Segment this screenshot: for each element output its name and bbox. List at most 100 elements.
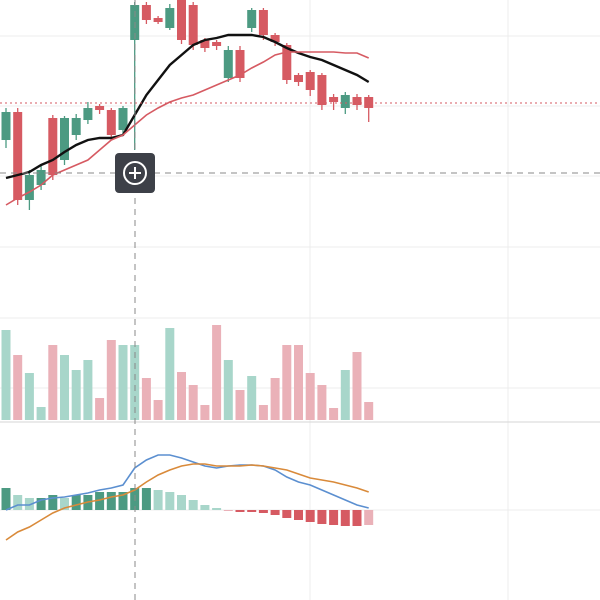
volume-bar bbox=[24, 373, 34, 420]
volume-bar bbox=[165, 328, 175, 420]
macd-bar bbox=[60, 498, 69, 510]
macd-bar bbox=[294, 510, 303, 520]
candle-body bbox=[235, 50, 245, 78]
volume-bar bbox=[60, 355, 69, 420]
volume-bar bbox=[235, 390, 245, 420]
volume-bar bbox=[258, 405, 268, 420]
candle-body bbox=[1, 112, 11, 140]
macd-bar bbox=[258, 510, 268, 513]
candle-body bbox=[36, 170, 46, 185]
candle-body bbox=[317, 75, 327, 105]
volume-bar bbox=[95, 398, 105, 420]
volume-bar bbox=[177, 372, 186, 420]
candle-body bbox=[270, 35, 280, 42]
candle-body bbox=[364, 97, 374, 108]
volume-bar bbox=[141, 378, 151, 420]
volume-bar bbox=[340, 370, 350, 420]
candle-body bbox=[305, 72, 315, 90]
volume-bar bbox=[364, 402, 374, 420]
candle-body bbox=[258, 10, 268, 35]
volume-bar bbox=[130, 345, 140, 420]
macd-bar bbox=[270, 510, 280, 515]
candle-body bbox=[282, 45, 292, 80]
macd-bar bbox=[141, 488, 151, 510]
crosshair-button[interactable] bbox=[115, 153, 155, 193]
macd-bar bbox=[200, 505, 210, 510]
macd-bar bbox=[235, 510, 245, 512]
candle-body bbox=[223, 50, 233, 78]
volume-bar bbox=[13, 355, 23, 420]
volume-bar bbox=[188, 385, 198, 420]
macd-bar bbox=[364, 510, 374, 525]
macd-bar bbox=[329, 510, 339, 525]
macd-bar bbox=[118, 492, 128, 510]
volume-bar bbox=[294, 345, 303, 420]
macd-bar bbox=[165, 492, 175, 510]
candle-body bbox=[118, 108, 128, 130]
candle-body bbox=[294, 75, 303, 82]
volume-bar bbox=[48, 345, 58, 420]
candle-body bbox=[48, 118, 58, 175]
macd-bar bbox=[247, 510, 257, 512]
candle-body bbox=[153, 18, 163, 22]
volume-bar bbox=[305, 373, 315, 420]
macd-bar bbox=[188, 500, 198, 510]
macd-bar bbox=[153, 490, 163, 510]
macd-bar bbox=[106, 492, 116, 510]
candle-body bbox=[106, 110, 116, 135]
volume-bar bbox=[1, 330, 11, 420]
volume-bar bbox=[36, 407, 46, 420]
candle-body bbox=[247, 10, 257, 28]
volume-bar bbox=[329, 408, 339, 420]
volume-bar bbox=[83, 360, 93, 420]
candle-body bbox=[13, 112, 23, 200]
volume-bar bbox=[118, 345, 128, 420]
macd-bar bbox=[13, 495, 23, 510]
candle-body bbox=[177, 0, 186, 40]
volume-bar bbox=[282, 345, 292, 420]
macd-bar bbox=[317, 510, 327, 524]
macd-bar bbox=[305, 510, 315, 522]
volume-bar bbox=[153, 400, 163, 420]
candle-body bbox=[340, 95, 350, 108]
candle-body bbox=[212, 42, 222, 46]
candle-body bbox=[188, 5, 198, 45]
volume-bar bbox=[200, 405, 210, 420]
macd-bar bbox=[36, 498, 46, 510]
volume-bar bbox=[71, 370, 81, 420]
volume-bar bbox=[212, 325, 222, 420]
candle-body bbox=[165, 8, 175, 28]
indicator-line bbox=[5, 454, 369, 511]
macd-bar bbox=[48, 495, 58, 510]
macd-bar bbox=[282, 510, 292, 518]
macd-bar bbox=[24, 498, 34, 510]
candle-body bbox=[200, 40, 210, 48]
volume-bar bbox=[223, 360, 233, 420]
indicator-line bbox=[5, 463, 369, 541]
volume-bar bbox=[317, 385, 327, 420]
volume-bar bbox=[352, 352, 362, 420]
macd-bar bbox=[340, 510, 350, 526]
macd-bar bbox=[1, 488, 11, 510]
candle-body bbox=[60, 118, 69, 160]
candle-body bbox=[141, 5, 151, 20]
macd-bar bbox=[223, 510, 233, 511]
candle-body bbox=[24, 175, 34, 200]
macd-bar bbox=[177, 495, 186, 510]
macd-bar bbox=[212, 508, 222, 510]
volume-bar bbox=[247, 376, 257, 420]
macd-bar bbox=[71, 495, 81, 510]
indicator-line bbox=[5, 51, 370, 206]
marks bbox=[0, 0, 600, 541]
candle-body bbox=[83, 108, 93, 120]
candle-body bbox=[71, 118, 81, 135]
macd-bar bbox=[352, 510, 362, 526]
indicator-line bbox=[5, 33, 370, 180]
candle-body bbox=[329, 97, 339, 102]
macd-bar bbox=[95, 492, 105, 510]
volume-bar bbox=[270, 378, 280, 420]
candle-body bbox=[352, 97, 362, 105]
volume-bar bbox=[106, 340, 116, 420]
candle-body bbox=[95, 106, 105, 110]
